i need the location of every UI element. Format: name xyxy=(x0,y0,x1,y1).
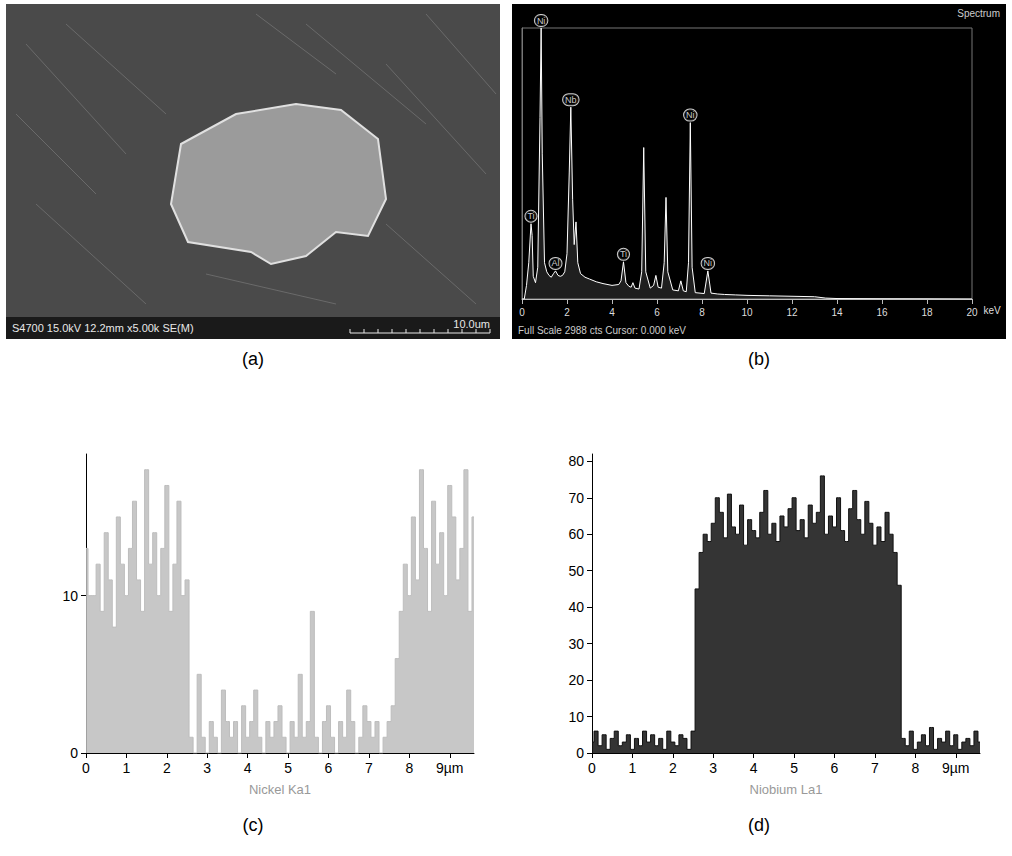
svg-text:Nickel Ka1: Nickel Ka1 xyxy=(249,782,311,797)
html-text:(b): (b) xyxy=(748,349,770,369)
svg-text:0: 0 xyxy=(70,745,78,761)
svg-text:18: 18 xyxy=(921,307,933,318)
svg-text:6: 6 xyxy=(654,307,660,318)
svg-text:0: 0 xyxy=(82,760,90,776)
svg-text:10.0um: 10.0um xyxy=(453,318,490,330)
svg-text:20: 20 xyxy=(966,307,978,318)
svg-text:10: 10 xyxy=(62,588,78,604)
svg-text:0: 0 xyxy=(576,745,584,761)
svg-text:80: 80 xyxy=(568,453,584,469)
svg-text:3: 3 xyxy=(709,760,717,776)
svg-text:8: 8 xyxy=(699,307,705,318)
svg-text:1: 1 xyxy=(629,760,637,776)
svg-text:3: 3 xyxy=(203,760,211,776)
svg-text:14: 14 xyxy=(831,307,843,318)
svg-text:9µm: 9µm xyxy=(942,760,970,776)
svg-text:5: 5 xyxy=(790,760,798,776)
svg-text:30: 30 xyxy=(568,636,584,652)
svg-text:7: 7 xyxy=(871,760,879,776)
svg-text:Spectrum: Spectrum xyxy=(957,8,1000,19)
svg-text:10: 10 xyxy=(741,307,753,318)
svg-text:6: 6 xyxy=(325,760,333,776)
svg-text:8: 8 xyxy=(405,760,413,776)
svg-text:16: 16 xyxy=(876,307,888,318)
svg-text:Niobium La1: Niobium La1 xyxy=(750,782,823,797)
svg-text:Al: Al xyxy=(552,258,560,268)
svg-text:4: 4 xyxy=(750,760,758,776)
svg-text:Full Scale 2988 cts Cursor: 0.: Full Scale 2988 cts Cursor: 0.000 keV xyxy=(518,325,686,336)
svg-text:10: 10 xyxy=(568,709,584,725)
svg-text:Ni: Ni xyxy=(537,16,546,26)
svg-text:2: 2 xyxy=(163,760,171,776)
svg-text:0: 0 xyxy=(588,760,596,776)
svg-text:Ni: Ni xyxy=(704,258,713,268)
svg-text:4: 4 xyxy=(609,307,615,318)
html-text:(a): (a) xyxy=(242,349,264,369)
svg-text:4: 4 xyxy=(244,760,252,776)
svg-text:50: 50 xyxy=(568,563,584,579)
svg-text:keV: keV xyxy=(983,305,1001,316)
svg-text:70: 70 xyxy=(568,490,584,506)
svg-text:0: 0 xyxy=(519,307,525,318)
svg-text:6: 6 xyxy=(831,760,839,776)
svg-text:S4700 15.0kV 12.2mm x5.00k SE(: S4700 15.0kV 12.2mm x5.00k SE(M) xyxy=(12,322,194,334)
svg-text:Ti: Ti xyxy=(620,249,627,259)
svg-text:12: 12 xyxy=(786,307,798,318)
svg-text:9µm: 9µm xyxy=(436,760,464,776)
svg-text:8: 8 xyxy=(911,760,919,776)
svg-text:2: 2 xyxy=(564,307,570,318)
svg-text:5: 5 xyxy=(284,760,292,776)
html-text:(c): (c) xyxy=(242,815,264,835)
svg-text:40: 40 xyxy=(568,599,584,615)
svg-text:1: 1 xyxy=(123,760,131,776)
svg-text:20: 20 xyxy=(568,672,584,688)
svg-text:7: 7 xyxy=(365,760,373,776)
svg-text:Ti: Ti xyxy=(527,211,534,221)
svg-text:Nb: Nb xyxy=(565,95,577,105)
svg-text:2: 2 xyxy=(669,760,677,776)
svg-text:60: 60 xyxy=(568,526,584,542)
svg-text:Ni: Ni xyxy=(686,110,695,120)
html-text:(d): (d) xyxy=(748,815,770,835)
